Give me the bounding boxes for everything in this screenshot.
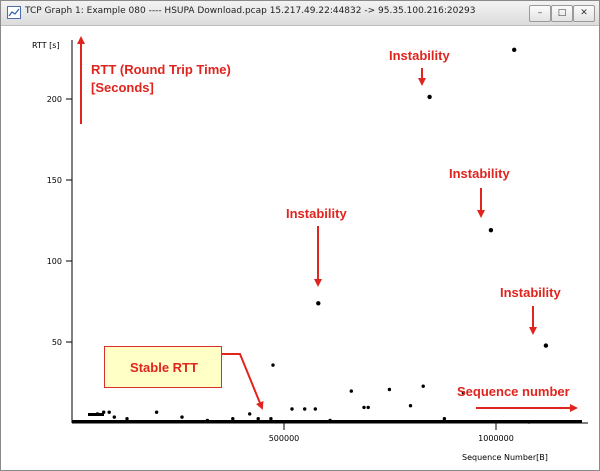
x-tick-label: 1000000: [478, 434, 514, 443]
rtt-data-point: [112, 415, 117, 419]
stable-rtt-band: [72, 420, 582, 423]
x-axis-label: Sequence Number[B]: [462, 453, 548, 462]
rtt-annotation-line1: RTT (Round Trip Time): [91, 62, 231, 77]
rtt-data-point: [95, 412, 100, 416]
rtt-data-point: [442, 417, 447, 421]
rtt-data-point: [527, 420, 531, 424]
instability-label: Instability: [449, 166, 510, 181]
y-ticks: 50 100 150 200: [47, 95, 72, 347]
rtt-data-point: [303, 407, 307, 411]
rtt-data-point: [543, 343, 549, 348]
stable-rtt-label: Stable RTT: [130, 360, 198, 375]
instability-label: Instability: [389, 48, 450, 63]
rtt-data-point: [107, 410, 111, 414]
rtt-data-points: [95, 47, 549, 424]
rtt-annotation-line2: [Seconds]: [91, 80, 154, 95]
rtt-data-point: [205, 418, 210, 423]
rtt-data-point: [180, 415, 184, 419]
rtt-data-point: [256, 417, 260, 421]
x-tick-label: 500000: [269, 434, 300, 443]
close-button[interactable]: ✕: [573, 5, 595, 22]
rtt-data-point: [387, 387, 392, 392]
sequence-number-label: Sequence number: [457, 384, 570, 399]
x-ticks: 500000 1000000: [269, 423, 514, 443]
rtt-data-point: [313, 407, 317, 411]
instability-label: Instability: [500, 285, 561, 300]
rtt-data-point: [271, 363, 275, 367]
graph-app-icon: [7, 6, 21, 19]
rtt-data-point: [461, 391, 466, 395]
rtt-data-point: [248, 412, 252, 416]
rtt-data-point: [366, 405, 370, 410]
minimize-button[interactable]: –: [529, 5, 551, 22]
rtt-data-point: [349, 389, 353, 393]
rtt-data-point: [362, 405, 366, 410]
y-tick-label: 50: [52, 338, 62, 347]
rtt-data-point: [427, 94, 432, 100]
y-tick-label: 150: [47, 176, 62, 185]
rtt-data-point: [512, 47, 517, 52]
rtt-data-point: [125, 417, 129, 421]
rtt-data-point: [154, 410, 159, 414]
rtt-data-point: [290, 407, 294, 411]
rtt-data-point: [316, 301, 321, 306]
instability-label: Instability: [286, 206, 347, 221]
y-tick-label: 100: [47, 257, 62, 266]
rtt-data-point: [269, 417, 273, 421]
y-axis-label: RTT [s]: [32, 41, 60, 50]
rtt-data-point: [102, 410, 106, 414]
rtt-data-point: [231, 417, 235, 421]
window-title: TCP Graph 1: Example 080 ---- HSUPA Down…: [25, 6, 476, 16]
stable-rtt-arrow: [222, 353, 264, 410]
maximize-button[interactable]: □: [551, 5, 573, 22]
rtt-data-point: [328, 418, 332, 423]
rtt-data-point: [488, 228, 494, 233]
y-tick-label: 200: [47, 95, 62, 104]
stable-rtt-callout: Stable RTT: [104, 346, 222, 388]
rtt-data-point: [408, 404, 413, 408]
rtt-data-point: [421, 384, 425, 388]
title-bar[interactable]: TCP Graph 1: Example 080 ---- HSUPA Down…: [1, 1, 599, 26]
